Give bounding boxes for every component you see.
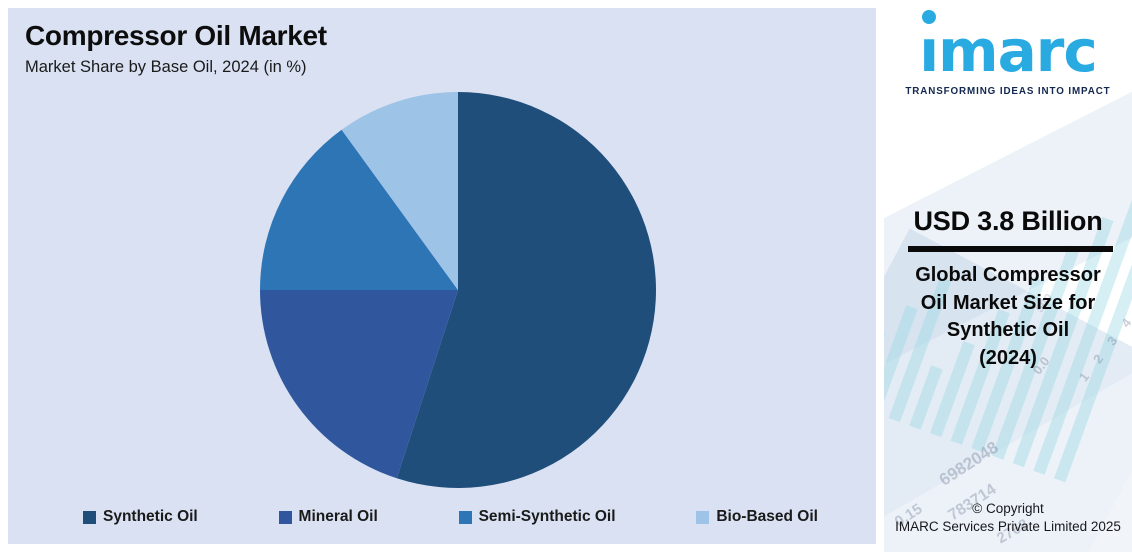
pie-slice	[260, 290, 458, 479]
copyright-line: © Copyright	[972, 501, 1044, 516]
copyright-notice: © Copyright IMARC Services Private Limit…	[884, 500, 1132, 536]
copyright-line: IMARC Services Private Limited 2025	[895, 519, 1121, 534]
page-title: Compressor Oil Market	[25, 20, 327, 51]
stat-description-line: Oil Market Size for	[920, 291, 1096, 314]
stat-description: Global Compressor Oil Market Size for Sy…	[892, 262, 1124, 372]
logo-tagline: TRANSFORMING IDEAS INTO IMPACT	[905, 86, 1111, 97]
legend-item-bio-based-oil: Bio-Based Oil	[696, 508, 818, 526]
stat-description-line: Global Compressor	[915, 264, 1101, 286]
pie-slice	[396, 92, 656, 488]
pie-chart-svg	[260, 92, 656, 488]
legend-label: Synthetic Oil	[103, 508, 198, 525]
legend-swatch-icon	[696, 510, 710, 524]
pie-slice	[260, 129, 458, 290]
pie-chart	[258, 90, 658, 490]
legend-label: Semi-Synthetic Oil	[478, 508, 616, 525]
chart-subtitle: Market Share by Base Oil, 2024 (in %)	[25, 58, 307, 76]
legend-swatch-icon	[83, 510, 96, 524]
legend-swatch-icon	[278, 510, 292, 524]
imarc-logo: ımarc TRANSFORMING IDEAS INTO IMPACT	[884, 10, 1132, 97]
legend-item-synthetic-oil: Synthetic Oil	[83, 508, 198, 526]
stat-description-line: Synthetic Oil	[946, 319, 1070, 341]
stat-description-line: (2024)	[979, 346, 1037, 369]
legend-swatch-icon	[458, 510, 472, 524]
pie-slice	[341, 92, 458, 290]
imarc-logo-text: ımarc	[919, 10, 1098, 80]
stat-value: USD 3.8 Billion	[913, 206, 1103, 236]
stat-divider	[908, 246, 1113, 252]
legend-label: Bio-Based Oil	[716, 508, 818, 525]
legend-item-semi-synthetic-oil: Semi-Synthetic Oil	[458, 508, 616, 526]
logo-dot-icon	[922, 10, 937, 24]
legend-label: Mineral Oil	[298, 508, 378, 525]
chart-card: Compressor Oil Market Market Share by Ba…	[8, 8, 876, 544]
chart-legend: Synthetic Oil Mineral Oil Semi-Synthetic…	[83, 508, 818, 526]
legend-item-mineral-oil: Mineral Oil	[278, 508, 378, 526]
brand-panel: 6982048 0.15 783714 2768 0.0 1 2 3 4 500…	[884, 0, 1132, 552]
